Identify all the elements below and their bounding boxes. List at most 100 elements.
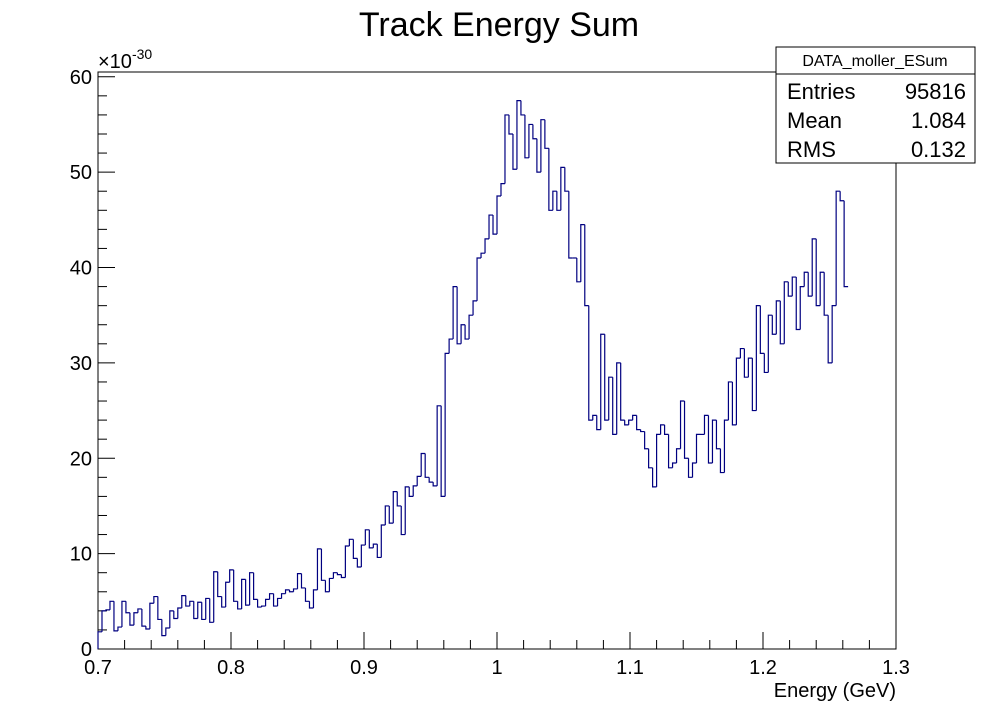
histogram-bin <box>332 572 338 579</box>
histogram-bin <box>448 338 454 354</box>
histogram-bin <box>217 571 222 598</box>
histogram-bin <box>691 462 697 478</box>
stats-entries-label: Entries <box>787 79 855 104</box>
histogram-bin <box>548 148 553 211</box>
histogram-bin <box>392 491 398 524</box>
histogram-bin <box>109 600 114 610</box>
histogram-bin <box>787 281 793 297</box>
histogram-bin <box>576 257 581 283</box>
histogram-bin <box>775 300 781 335</box>
histogram-bin <box>229 569 234 583</box>
histogram-bin <box>508 114 513 135</box>
histogram-bin <box>181 594 186 608</box>
histogram-bin <box>783 281 789 344</box>
histogram-bin <box>300 573 306 589</box>
histogram-bin <box>616 362 621 435</box>
histogram-bin <box>512 133 517 170</box>
stats-mean-label: Mean <box>787 108 842 133</box>
y-axis: 0 10 20 30 40 50 60 <box>70 67 115 661</box>
histogram-bin <box>568 191 573 259</box>
histogram-bin <box>133 612 138 626</box>
histogram-bin <box>268 593 274 600</box>
histogram-bin <box>113 601 118 632</box>
histogram-bin <box>233 569 238 602</box>
histogram-bin <box>739 347 745 359</box>
stats-box-name: DATA_moller_ESum <box>802 53 947 70</box>
histogram-bin <box>161 619 166 637</box>
histogram-bin <box>743 348 749 378</box>
histogram-bin <box>735 357 741 425</box>
histogram-bin <box>372 543 378 548</box>
y-tick-label: 50 <box>70 162 92 184</box>
histogram-bin <box>751 358 757 412</box>
histogram-bin <box>464 324 470 340</box>
chart-title: Track Energy Sum <box>359 6 639 44</box>
histogram-bin <box>105 609 110 611</box>
histogram-bin <box>460 324 466 344</box>
histogram-bin <box>659 424 665 435</box>
histogram-bin <box>412 485 418 497</box>
histogram-bin <box>237 601 242 610</box>
histogram-bin <box>835 190 841 306</box>
y-multiplier-exponent: -30 <box>132 46 152 62</box>
histogram-bin <box>308 601 314 609</box>
histogram-bin <box>284 589 290 594</box>
histogram-bin <box>364 529 370 546</box>
histogram-bin <box>173 610 178 620</box>
histogram-bin <box>312 589 318 608</box>
histogram-bin <box>500 182 505 196</box>
histogram-bin <box>644 431 649 450</box>
histogram-bin <box>340 574 346 579</box>
x-tick-label: 0.9 <box>350 657 378 679</box>
histogram-bin <box>656 433 661 487</box>
histogram-bin <box>600 333 605 430</box>
histogram-bin <box>612 377 617 436</box>
histogram-bin <box>292 588 298 592</box>
histogram-bin <box>540 119 545 173</box>
histogram-bin <box>819 271 825 306</box>
histogram-bin <box>380 524 386 558</box>
histogram-bin <box>137 608 142 613</box>
histogram-bin <box>121 600 126 628</box>
y-tick-label: 0 <box>81 639 92 661</box>
histogram-bin <box>249 572 254 606</box>
histogram-bin <box>420 452 426 477</box>
histogram-bin <box>368 529 374 549</box>
histogram-bin <box>536 138 541 173</box>
histogram-bin <box>767 314 773 373</box>
histogram-bin <box>771 315 777 335</box>
histogram-bin <box>145 626 150 630</box>
histogram-bin <box>209 598 214 623</box>
histogram-bin <box>544 119 549 149</box>
histogram-bin <box>791 276 797 297</box>
histogram-bin <box>129 612 134 626</box>
histogram-bin <box>404 486 410 535</box>
histogram-bin <box>580 224 585 282</box>
histogram-bin <box>560 166 565 211</box>
histogram-bin <box>396 491 402 507</box>
histogram-bin <box>245 579 250 606</box>
histogram-bin <box>556 191 561 211</box>
histogram-bin <box>400 505 406 536</box>
histogram-bin <box>384 505 390 526</box>
stats-mean-value: 1.084 <box>911 108 966 133</box>
histogram-bin <box>584 224 589 307</box>
histogram-bin <box>596 415 601 431</box>
histogram-bin <box>516 100 521 170</box>
histogram-bin <box>221 596 226 608</box>
histogram-bin <box>348 538 354 546</box>
histogram-bin <box>520 100 525 116</box>
histogram-bin <box>807 272 813 297</box>
histogram-bin <box>320 548 326 581</box>
histogram-bin <box>799 285 805 330</box>
histogram-bin <box>476 257 482 301</box>
y-tick-label: 10 <box>70 544 92 566</box>
histogram-bin <box>165 627 170 636</box>
histogram-bin <box>624 420 629 426</box>
histogram-bin <box>149 602 154 629</box>
histogram-bin <box>620 362 625 421</box>
histogram-bin <box>280 593 286 599</box>
histogram-bin <box>528 123 533 158</box>
histogram-bin <box>695 433 701 464</box>
